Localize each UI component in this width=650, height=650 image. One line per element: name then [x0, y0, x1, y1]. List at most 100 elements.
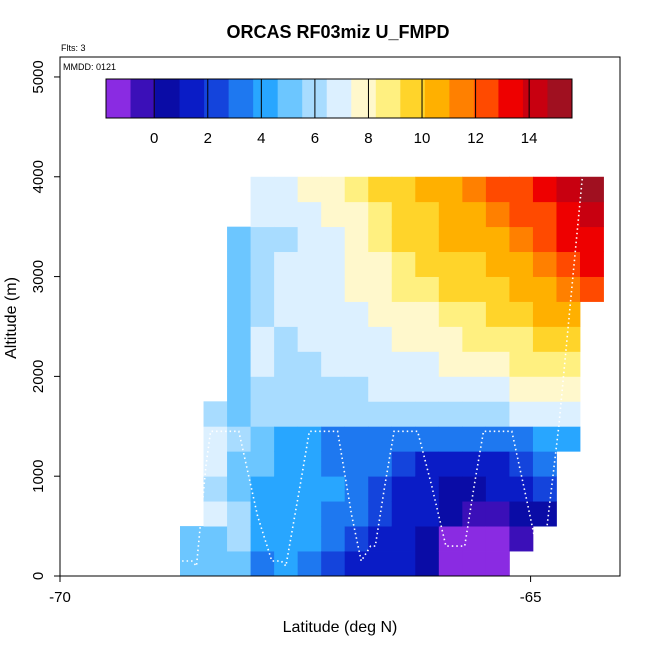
- heatmap-cells: [180, 176, 604, 577]
- heatmap-cell: [438, 401, 463, 427]
- heatmap-cell: [274, 526, 299, 552]
- heatmap-cell: [297, 501, 322, 527]
- heatmap-cell: [321, 226, 346, 253]
- heatmap-cell: [556, 226, 581, 253]
- heatmap-cell: [462, 326, 487, 352]
- heatmap-cell: [485, 551, 510, 577]
- chart-title: ORCAS RF03miz U_FMPD: [226, 22, 449, 42]
- heatmap-cell: [509, 226, 534, 253]
- heatmap-cell: [321, 426, 346, 452]
- heatmap-cell: [556, 176, 581, 203]
- heatmap-cell: [321, 376, 346, 402]
- heatmap-cell: [391, 251, 416, 277]
- heatmap-cell: [203, 501, 228, 527]
- heatmap-cell: [462, 376, 487, 402]
- heatmap-cell: [438, 276, 463, 302]
- y-tick-label: 5000: [30, 60, 47, 93]
- colorbar-swatch: [130, 79, 156, 118]
- colorbar-tick-label: 0: [150, 130, 158, 147]
- heatmap-cell: [321, 326, 346, 352]
- heatmap-cell: [321, 476, 346, 502]
- heatmap-cell: [227, 251, 251, 277]
- heatmap-cell: [344, 451, 369, 477]
- heatmap-cell: [580, 251, 604, 277]
- heatmap-cell: [344, 326, 369, 352]
- y-axis-label: Altitude (m): [3, 277, 20, 359]
- heatmap-cell: [227, 426, 251, 452]
- heatmap-cell: [368, 501, 393, 527]
- heatmap-cell: [274, 401, 299, 427]
- colorbar-tick-label: 2: [204, 130, 212, 147]
- heatmap-cell: [415, 476, 440, 502]
- heatmap-cell: [462, 201, 487, 228]
- heatmap-cell: [274, 451, 299, 477]
- colorbar: 0 2 4 6 8 10 12 14: [105, 78, 573, 147]
- heatmap-cell: [438, 301, 463, 327]
- heatmap-cell: [274, 551, 299, 577]
- heatmap-cell: [485, 201, 510, 228]
- heatmap-cell: [438, 551, 463, 577]
- heatmap-cell: [509, 476, 534, 502]
- heatmap-cell: [227, 351, 251, 377]
- heatmap-cell: [344, 301, 369, 327]
- colorbar-tick-label: 6: [311, 130, 319, 147]
- heatmap-cell: [227, 526, 251, 552]
- heatmap-cell: [485, 451, 510, 477]
- heatmap-cell: [250, 301, 275, 327]
- heatmap-cell: [344, 276, 369, 302]
- heatmap-cell: [344, 501, 369, 527]
- y-tick-label: 3000: [30, 260, 47, 293]
- colorbar-tick-label: 8: [364, 130, 372, 147]
- heatmap-cell: [227, 401, 251, 427]
- heatmap-cell: [297, 226, 322, 253]
- heatmap-cell: [485, 376, 510, 402]
- heatmap-cell: [203, 551, 228, 577]
- heatmap-cell: [556, 351, 581, 377]
- heatmap-cell: [556, 251, 581, 277]
- heatmap-cell: [415, 526, 440, 552]
- heatmap-cell: [368, 451, 393, 477]
- heatmap-cell: [344, 226, 369, 253]
- heatmap-cell: [391, 401, 416, 427]
- heatmap-cell: [485, 176, 510, 203]
- heatmap-cell: [415, 226, 440, 253]
- colorbar-tick-label: 10: [414, 130, 431, 147]
- heatmap-cell: [532, 426, 557, 452]
- colorbar-swatch: [473, 79, 499, 118]
- heatmap-cell: [485, 426, 510, 452]
- heatmap-cell: [274, 426, 299, 452]
- heatmap-cell: [274, 501, 299, 527]
- colorbar-swatch: [326, 79, 352, 118]
- colorbar-swatch: [400, 79, 426, 118]
- heatmap-cell: [297, 451, 322, 477]
- flight-track-line: [177, 176, 584, 568]
- heatmap-cell: [250, 526, 275, 552]
- heatmap-cell: [344, 201, 369, 228]
- heatmap-cell: [462, 276, 487, 302]
- y-tick-label: 4000: [30, 160, 47, 193]
- heatmap-cell: [227, 476, 251, 502]
- heatmap-cell: [227, 276, 251, 302]
- heatmap-cell: [509, 176, 534, 203]
- heatmap-cell: [532, 226, 557, 253]
- heatmap-cell: [556, 276, 581, 302]
- heatmap-cell: [368, 476, 393, 502]
- heatmap-cell: [274, 376, 299, 402]
- heatmap-cell: [391, 501, 416, 527]
- heatmap-cell: [509, 501, 534, 527]
- heatmap-cell: [274, 301, 299, 327]
- heatmap-cell: [321, 176, 346, 203]
- heatmap-cell: [415, 276, 440, 302]
- heatmap-cell: [297, 376, 322, 402]
- heatmap-cell: [321, 451, 346, 477]
- heatmap-cell: [297, 176, 322, 203]
- colorbar-swatch: [547, 79, 573, 118]
- heatmap-cell: [556, 376, 581, 402]
- heatmap-cell: [368, 376, 393, 402]
- colorbar-swatch: [498, 79, 524, 118]
- heatmap-cell: [532, 201, 557, 228]
- colorbar-swatch: [179, 79, 205, 118]
- heatmap-cell: [415, 176, 440, 203]
- heatmap-cell: [203, 476, 228, 502]
